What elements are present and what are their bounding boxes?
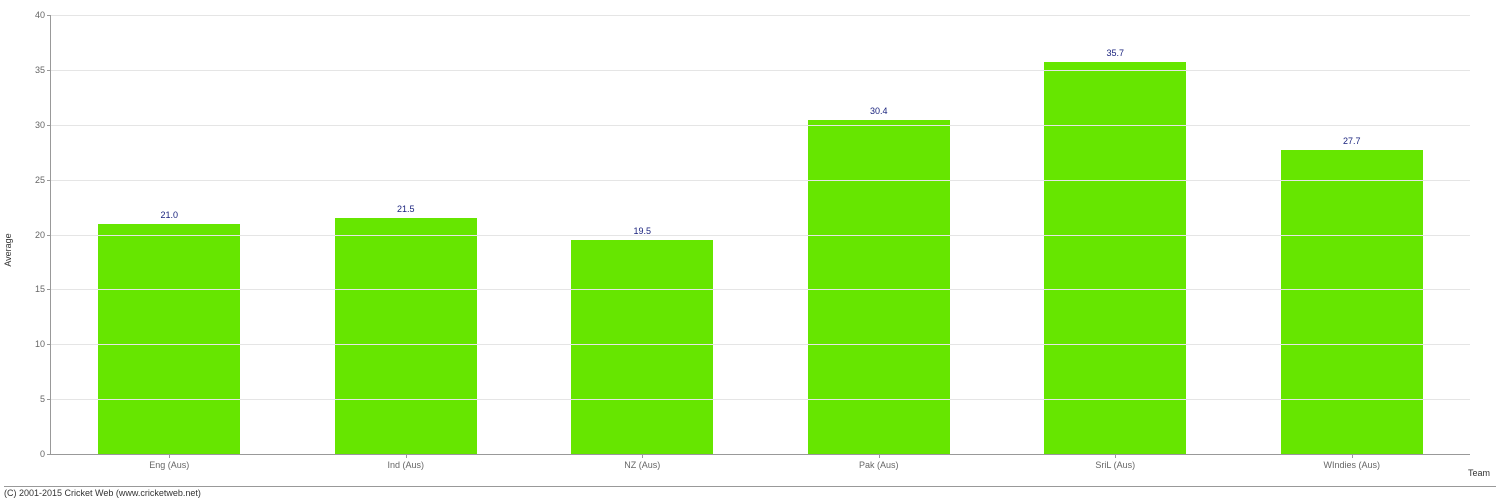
- bar: 19.5: [571, 240, 713, 454]
- gridline: [51, 344, 1470, 345]
- y-tick-mark: [47, 125, 51, 126]
- y-tick-mark: [47, 399, 51, 400]
- copyright-text: (C) 2001-2015 Cricket Web (www.cricketwe…: [4, 486, 1496, 498]
- bar-value-label: 21.0: [98, 210, 240, 224]
- bar-value-label: 30.4: [808, 106, 950, 120]
- x-tick-mark: [642, 454, 643, 458]
- x-tick-mark: [1115, 454, 1116, 458]
- bar: 35.7: [1044, 62, 1186, 454]
- y-tick-mark: [47, 454, 51, 455]
- x-axis-title: Team: [1468, 468, 1490, 478]
- y-tick-mark: [47, 180, 51, 181]
- chart-container: Average 21.0Eng (Aus)21.5Ind (Aus)19.5NZ…: [0, 0, 1500, 500]
- x-tick-mark: [1352, 454, 1353, 458]
- gridline: [51, 289, 1470, 290]
- x-tick-mark: [169, 454, 170, 458]
- bar-value-label: 21.5: [335, 204, 477, 218]
- y-tick-mark: [47, 235, 51, 236]
- gridline: [51, 125, 1470, 126]
- bar: 27.7: [1281, 150, 1423, 454]
- bar-value-label: 19.5: [571, 226, 713, 240]
- bar: 30.4: [808, 120, 950, 454]
- gridline: [51, 399, 1470, 400]
- y-tick-mark: [47, 344, 51, 345]
- bar-value-label: 27.7: [1281, 136, 1423, 150]
- gridline: [51, 235, 1470, 236]
- bar-value-label: 35.7: [1044, 48, 1186, 62]
- y-tick-mark: [47, 70, 51, 71]
- x-tick-mark: [406, 454, 407, 458]
- gridline: [51, 70, 1470, 71]
- bar: 21.0: [98, 224, 240, 454]
- y-tick-mark: [47, 289, 51, 290]
- plot-area: 21.0Eng (Aus)21.5Ind (Aus)19.5NZ (Aus)30…: [50, 15, 1470, 455]
- bar: 21.5: [335, 218, 477, 454]
- y-axis-title: Average: [3, 233, 13, 266]
- y-tick-mark: [47, 15, 51, 16]
- gridline: [51, 15, 1470, 16]
- gridline: [51, 180, 1470, 181]
- x-tick-mark: [879, 454, 880, 458]
